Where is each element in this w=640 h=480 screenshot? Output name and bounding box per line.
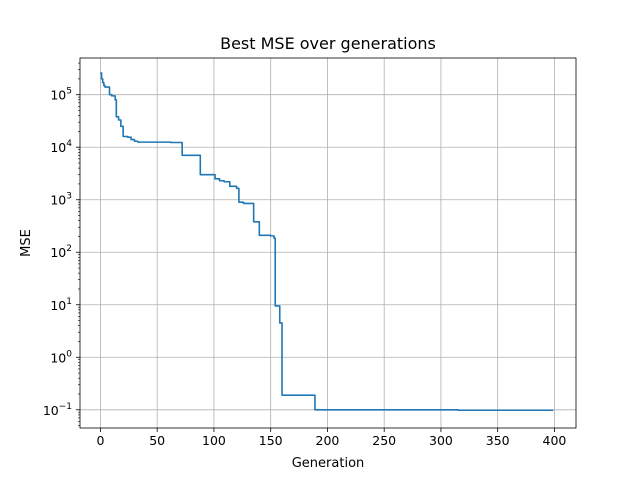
x-tick-label: 300 <box>429 433 453 448</box>
y-tick-label: 101 <box>50 297 72 313</box>
series-layer <box>100 72 554 412</box>
y-axis-label: MSE <box>19 229 34 257</box>
x-tick-label: 0 <box>96 433 104 448</box>
y-tick-label: 104 <box>50 139 72 155</box>
x-tick-label: 400 <box>543 433 567 448</box>
x-tick-label: 250 <box>372 433 396 448</box>
series-line <box>100 72 554 412</box>
y-tick-label: 10−1 <box>43 402 72 418</box>
x-tick-label: 100 <box>202 433 226 448</box>
grid <box>80 58 576 428</box>
x-tick-label: 50 <box>149 433 165 448</box>
y-tick-label: 100 <box>50 349 72 365</box>
y-axis: 10−1 100 101 102 103 104 105 <box>43 87 80 418</box>
y-tick-label: 102 <box>50 244 72 260</box>
x-axis: 0 50 100 150 200 250 300 350 400 <box>96 428 566 448</box>
y-tick-label: 105 <box>50 87 72 103</box>
x-tick-label: 350 <box>486 433 510 448</box>
x-axis-label: Generation <box>292 456 365 471</box>
y-tick-label: 103 <box>50 192 72 208</box>
plot-frame <box>79 57 577 429</box>
x-tick-label: 150 <box>259 433 283 448</box>
chart-title: Best MSE over generations <box>220 34 436 53</box>
x-tick-label: 200 <box>316 433 340 448</box>
